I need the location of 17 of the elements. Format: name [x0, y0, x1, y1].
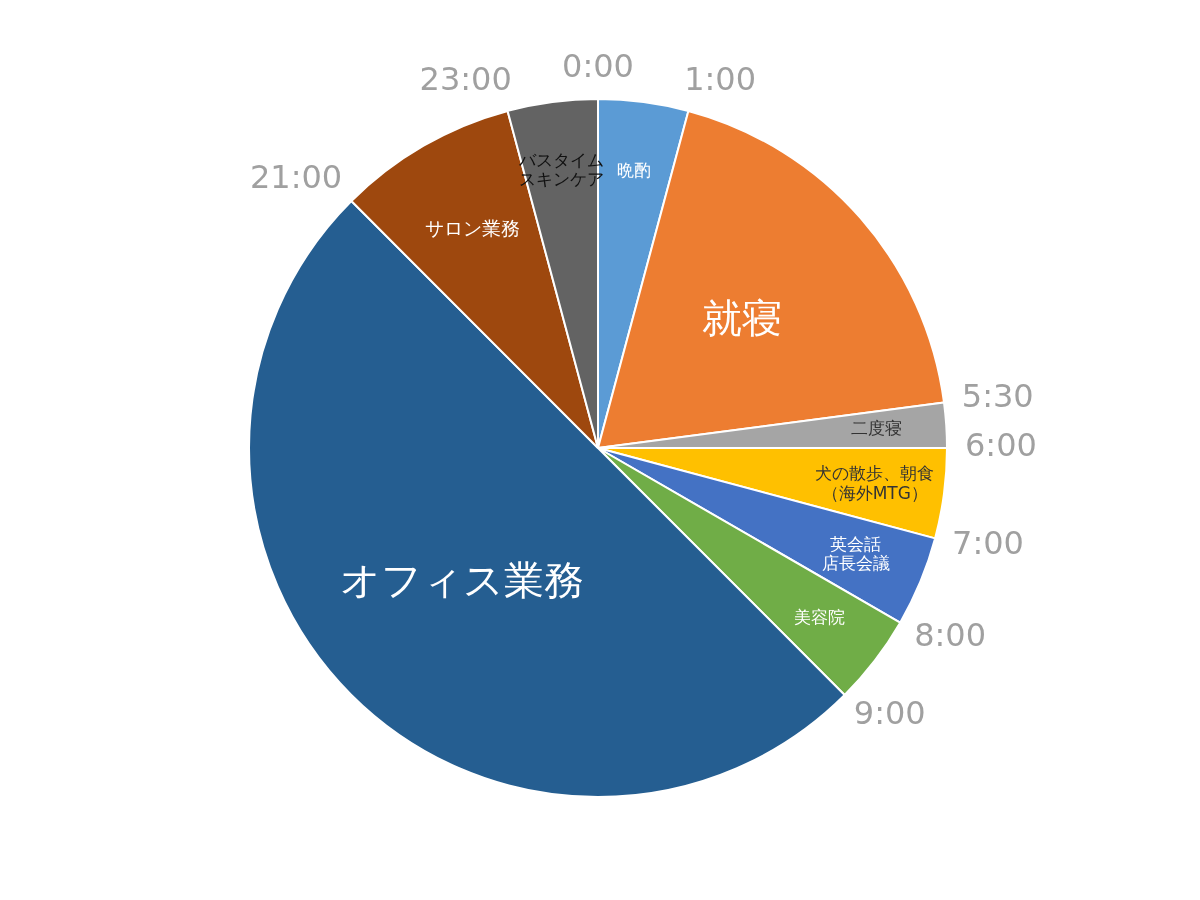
text: 0:00 [562, 47, 634, 86]
slice-label: 英会話店長会議 [821, 533, 890, 574]
slice-label: 犬の散歩、朝食（海外MTG） [815, 463, 935, 503]
text: 5:30 [961, 376, 1034, 415]
text: 8:00 [914, 615, 986, 654]
slice-label: サロン業務 [424, 217, 520, 240]
text: 1:00 [684, 60, 757, 99]
text: 9:00 [853, 694, 926, 733]
text: 21:00 [249, 158, 343, 197]
text: 23:00 [419, 60, 512, 99]
slice-label: 二度寝 [851, 418, 903, 439]
text: 7:00 [952, 524, 1024, 563]
slice-label: 晩酌 [617, 159, 652, 180]
slice-label: オフィス業務 [340, 557, 585, 604]
slice-label: 美容院 [793, 606, 845, 627]
slice-label: 就寝 [702, 294, 783, 341]
text: 6:00 [965, 426, 1037, 465]
